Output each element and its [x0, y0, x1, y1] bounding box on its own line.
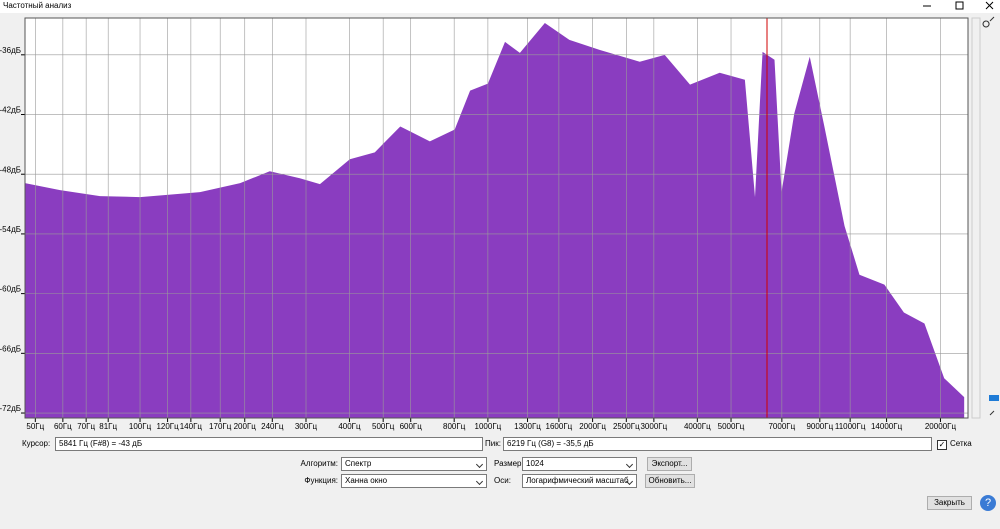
y-tick-label: -48дБ [0, 165, 21, 174]
x-tick-label: 2000Гц [579, 422, 606, 431]
x-tick-label: 400Гц [338, 422, 361, 431]
x-tick-label: 2500Гц [613, 422, 640, 431]
algorithm-select[interactable]: Спектр [341, 457, 487, 471]
x-tick-label: 9000Гц [806, 422, 833, 431]
axis-select[interactable]: Логарифмический масштаб [522, 474, 637, 488]
cursor-field: 5841 Гц (F#8) = -43 дБ [55, 437, 483, 451]
x-tick-label: 200Гц [234, 422, 257, 431]
chart: -36дБ -42дБ -48дБ -54дБ -60дБ -66дБ -72дБ 50Гц 6… [0, 16, 999, 431]
x-tick-label: 4000Гц [684, 422, 711, 431]
x-tick-label: 14000Гц [871, 422, 903, 431]
x-tick-label: 3000Гц [640, 422, 667, 431]
x-tick-label: 1000Гц [475, 422, 502, 431]
peak-label: Пик: [485, 439, 501, 448]
window-controls[interactable] [900, 0, 1000, 13]
function-select[interactable]: Ханна окно [341, 474, 487, 488]
x-tick-label: 500Гц [372, 422, 395, 431]
x-tick-label: 81Гц [99, 422, 117, 431]
y-tick-label: -42дБ [0, 106, 21, 115]
cursor-label: Курсор: [22, 439, 51, 448]
x-tick-label: 5000Гц [718, 422, 745, 431]
algorithm-label: Алгоритм: [300, 459, 339, 468]
x-tick-label: 1600Гц [546, 422, 573, 431]
y-tick-label: -54дБ [0, 225, 21, 234]
x-tick-label: 800Гц [443, 422, 466, 431]
grid-checkbox[interactable]: ✓ [937, 440, 947, 450]
x-tick-label: 70Гц [77, 422, 95, 431]
x-tick-label: 20000Гц [925, 422, 957, 431]
x-tick-label: 120Гц [156, 422, 179, 431]
y-tick-label: -36дБ [0, 46, 21, 55]
export-button[interactable]: Экспорт... [647, 457, 692, 471]
y-tick-label: -66дБ [0, 344, 21, 353]
function-label: Функция: [304, 476, 338, 485]
spectrum-area [25, 22, 965, 418]
x-tick-label: 300Гц [295, 422, 318, 431]
x-tick-label: 600Гц [400, 422, 423, 431]
x-tick-label: 140Гц [180, 422, 203, 431]
zoom-in[interactable] [982, 16, 995, 28]
x-tick-label: 100Гц [129, 422, 152, 431]
peak-field: 6219 Гц (G8) = -35,5 дБ [503, 437, 932, 451]
x-tick-label: 240Гц [261, 422, 284, 431]
window-title: Частотный анализ [3, 1, 72, 10]
x-tick-label: 50Гц [26, 422, 44, 431]
plot-border [24, 17, 969, 419]
zoom-out[interactable] [989, 410, 995, 416]
axis-label: Оси: [494, 476, 511, 485]
x-tick-label: 170Гц [209, 422, 232, 431]
slider[interactable] [989, 395, 999, 401]
refresh-button[interactable]: Обновить... [645, 474, 695, 488]
x-tick-label: 11000Гц [835, 422, 866, 431]
size-label: Размер: [494, 459, 524, 468]
x-tick-label: 7000Гц [768, 422, 795, 431]
close-button[interactable]: Закрыть [927, 496, 972, 510]
x-tick-label: 1300Гц [514, 422, 541, 431]
scrollbar[interactable] [971, 17, 981, 419]
x-tick-label: 60Гц [54, 422, 72, 431]
title-bar [0, 0, 1000, 13]
y-tick-label: -72дБ [0, 404, 21, 413]
size-select[interactable]: 1024 [522, 457, 637, 471]
help-button[interactable]: ? [980, 495, 996, 511]
grid-label: Сетка [950, 439, 972, 448]
y-tick-label: -60дБ [0, 285, 21, 294]
